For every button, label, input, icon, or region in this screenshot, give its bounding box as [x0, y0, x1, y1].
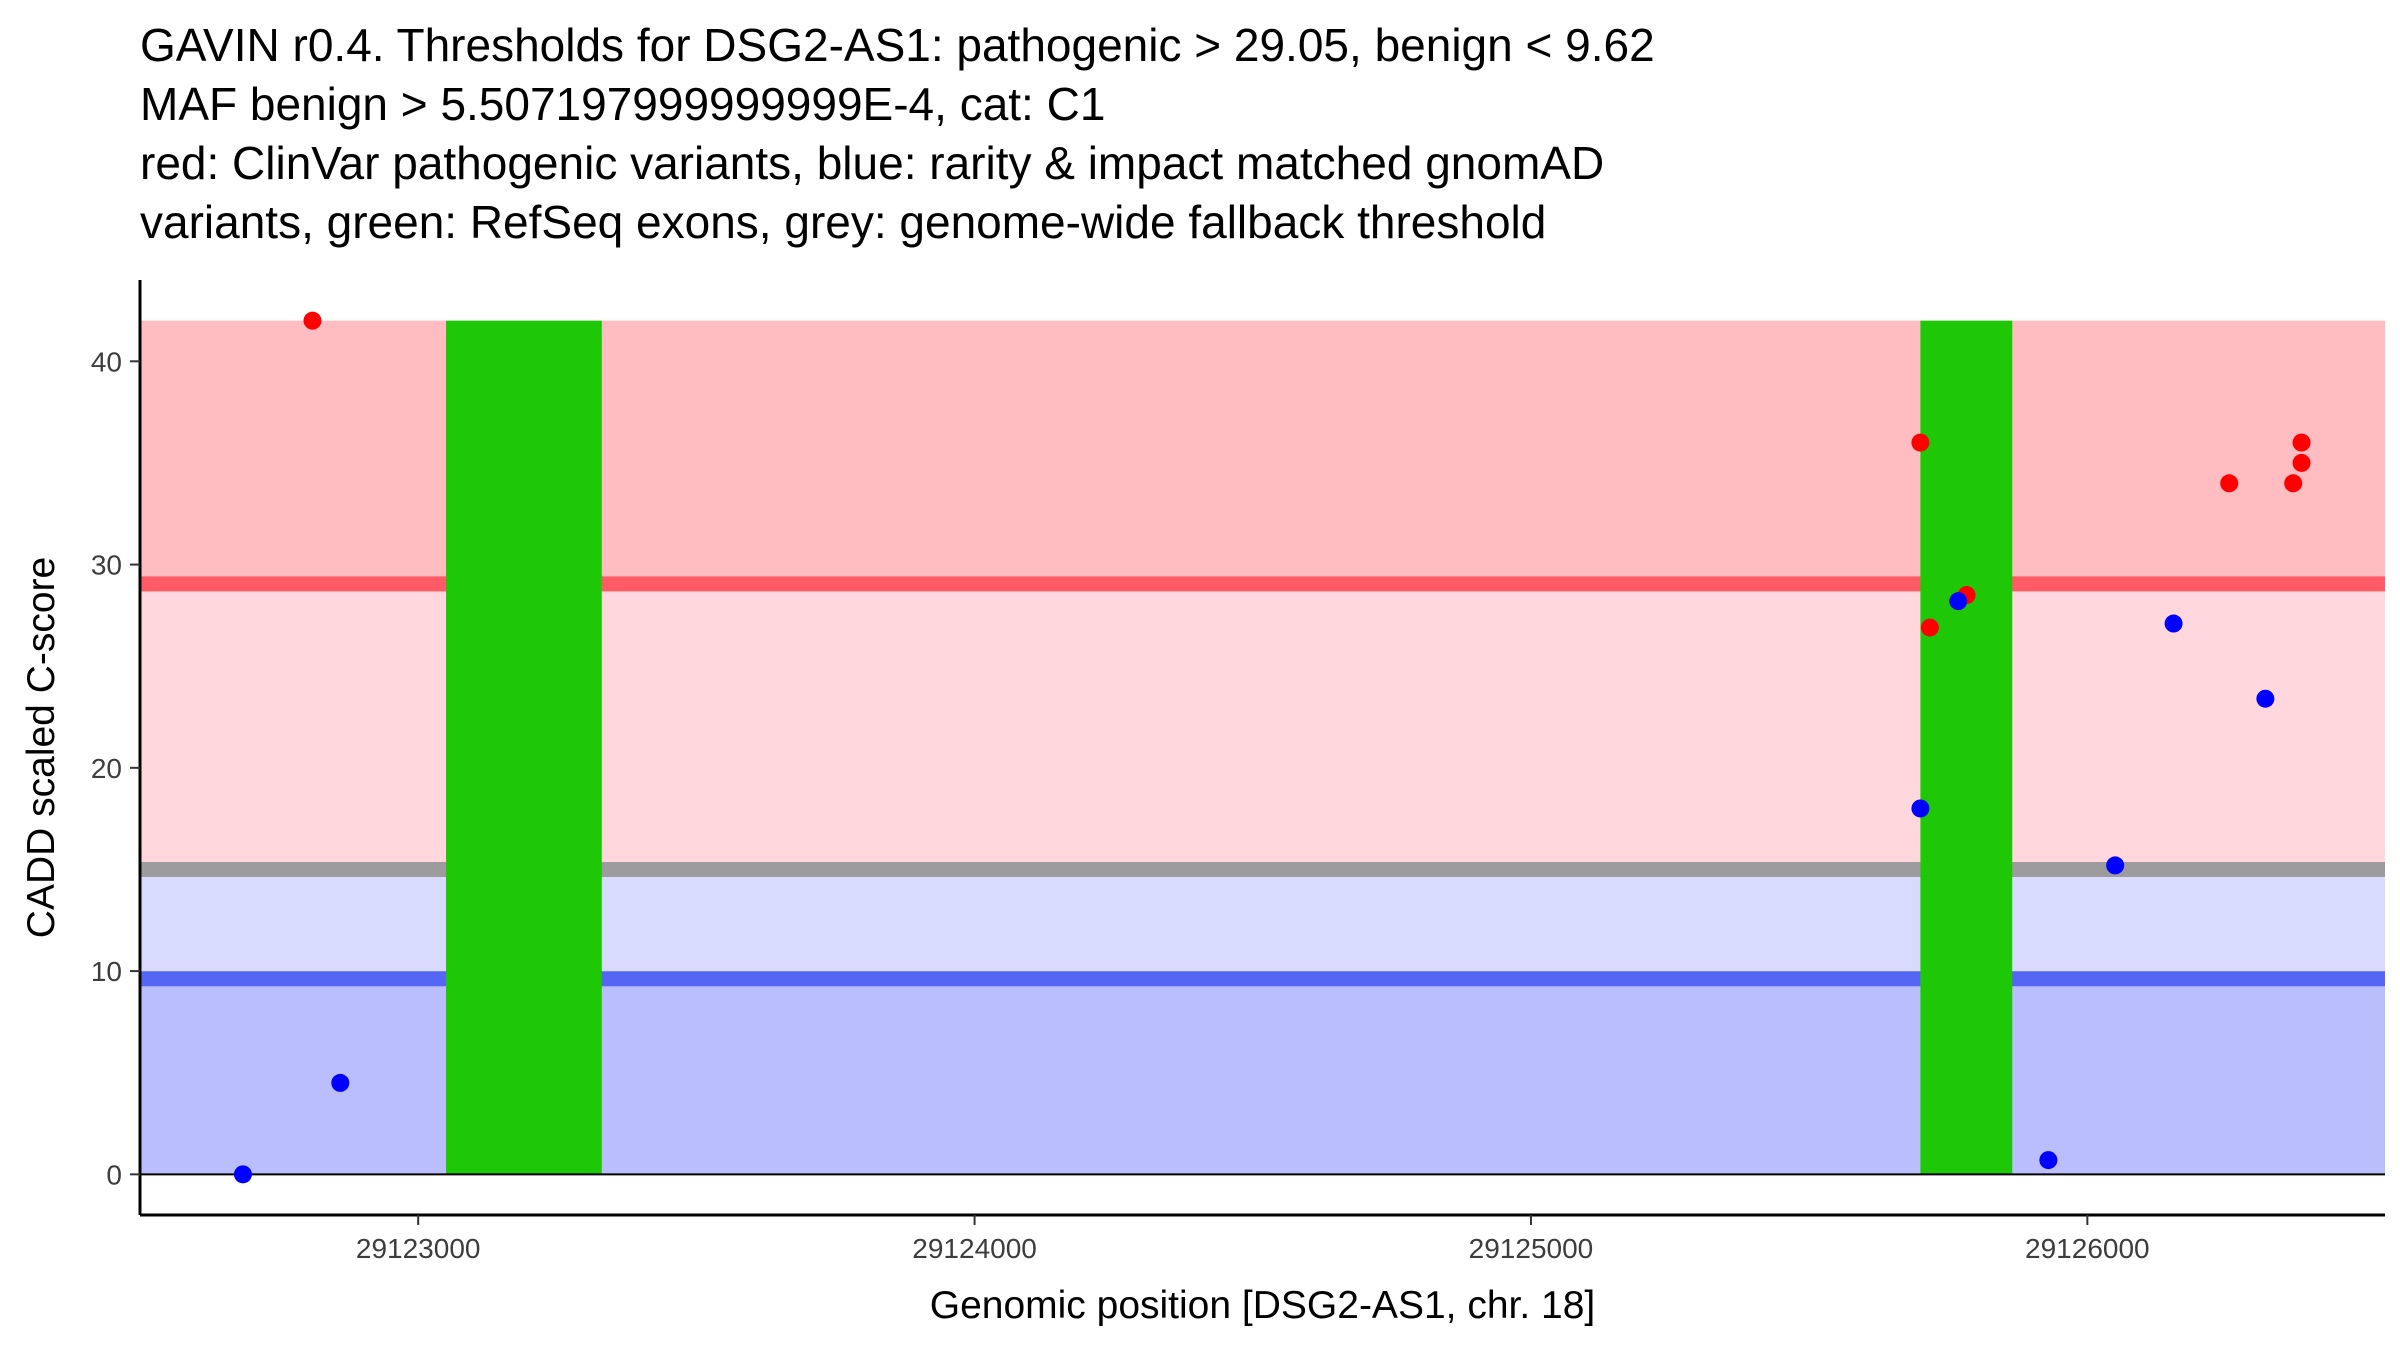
title-line-4: variants, green: RefSeq exons, grey: gen… — [140, 196, 1547, 248]
y-tick-label-40: 40 — [91, 346, 122, 377]
axes — [138, 280, 2385, 1217]
variant-points — [233, 311, 2311, 1184]
pathogenic-point-8 — [2292, 433, 2311, 452]
pathogenic-point-2 — [1911, 433, 1930, 452]
exon-bars — [446, 320, 2013, 1175]
pathogenic-point-6 — [2284, 474, 2303, 493]
x-tick-label-29125000: 29125000 — [1469, 1233, 1594, 1264]
x-tick-label-29126000: 29126000 — [2025, 1233, 2150, 1264]
pathogenic-point-5 — [2220, 474, 2239, 493]
title-line-1: GAVIN r0.4. Thresholds for DSG2-AS1: pat… — [140, 19, 1655, 71]
gnomad-point-2 — [331, 1073, 350, 1092]
gnomad-point-5 — [2039, 1151, 2058, 1170]
gnomad-point-7 — [2164, 614, 2183, 633]
exon-bar-1 — [446, 320, 602, 1175]
chart-title: GAVIN r0.4. Thresholds for DSG2-AS1: pat… — [140, 16, 2380, 252]
gnomad-point-1 — [233, 1165, 252, 1184]
axis-ticks: 29123000 29124000 29125000 29126000 0 10 20 30 4… — [91, 346, 2150, 1264]
y-tick-label-30: 30 — [91, 550, 122, 581]
pathogenic-point-1 — [303, 311, 322, 330]
exon-bar-2 — [1920, 320, 2013, 1175]
y-tick-label-0: 0 — [106, 1159, 122, 1190]
y-tick-label-10: 10 — [91, 956, 122, 987]
y-tick-label-20: 20 — [91, 753, 122, 784]
pathogenic-point-7 — [2292, 453, 2311, 472]
title-line-2: MAF benign > 5.507197999999999E-4, cat: … — [140, 78, 1106, 130]
gnomad-point-3 — [1911, 799, 1930, 818]
x-tick-label-29124000: 29124000 — [912, 1233, 1037, 1264]
gnomad-point-8 — [2256, 689, 2275, 708]
gnomad-point-6 — [2106, 856, 2125, 875]
x-axis-title: Genomic position [DSG2-AS1, chr. 18] — [930, 1284, 1595, 1327]
title-line-3: red: ClinVar pathogenic variants, blue: … — [140, 137, 1605, 189]
y-axis-title: CADD scaled C-score — [20, 557, 63, 938]
pathogenic-point-3 — [1920, 618, 1939, 637]
x-tick-label-29123000: 29123000 — [356, 1233, 481, 1264]
gnomad-point-4 — [1949, 592, 1968, 611]
